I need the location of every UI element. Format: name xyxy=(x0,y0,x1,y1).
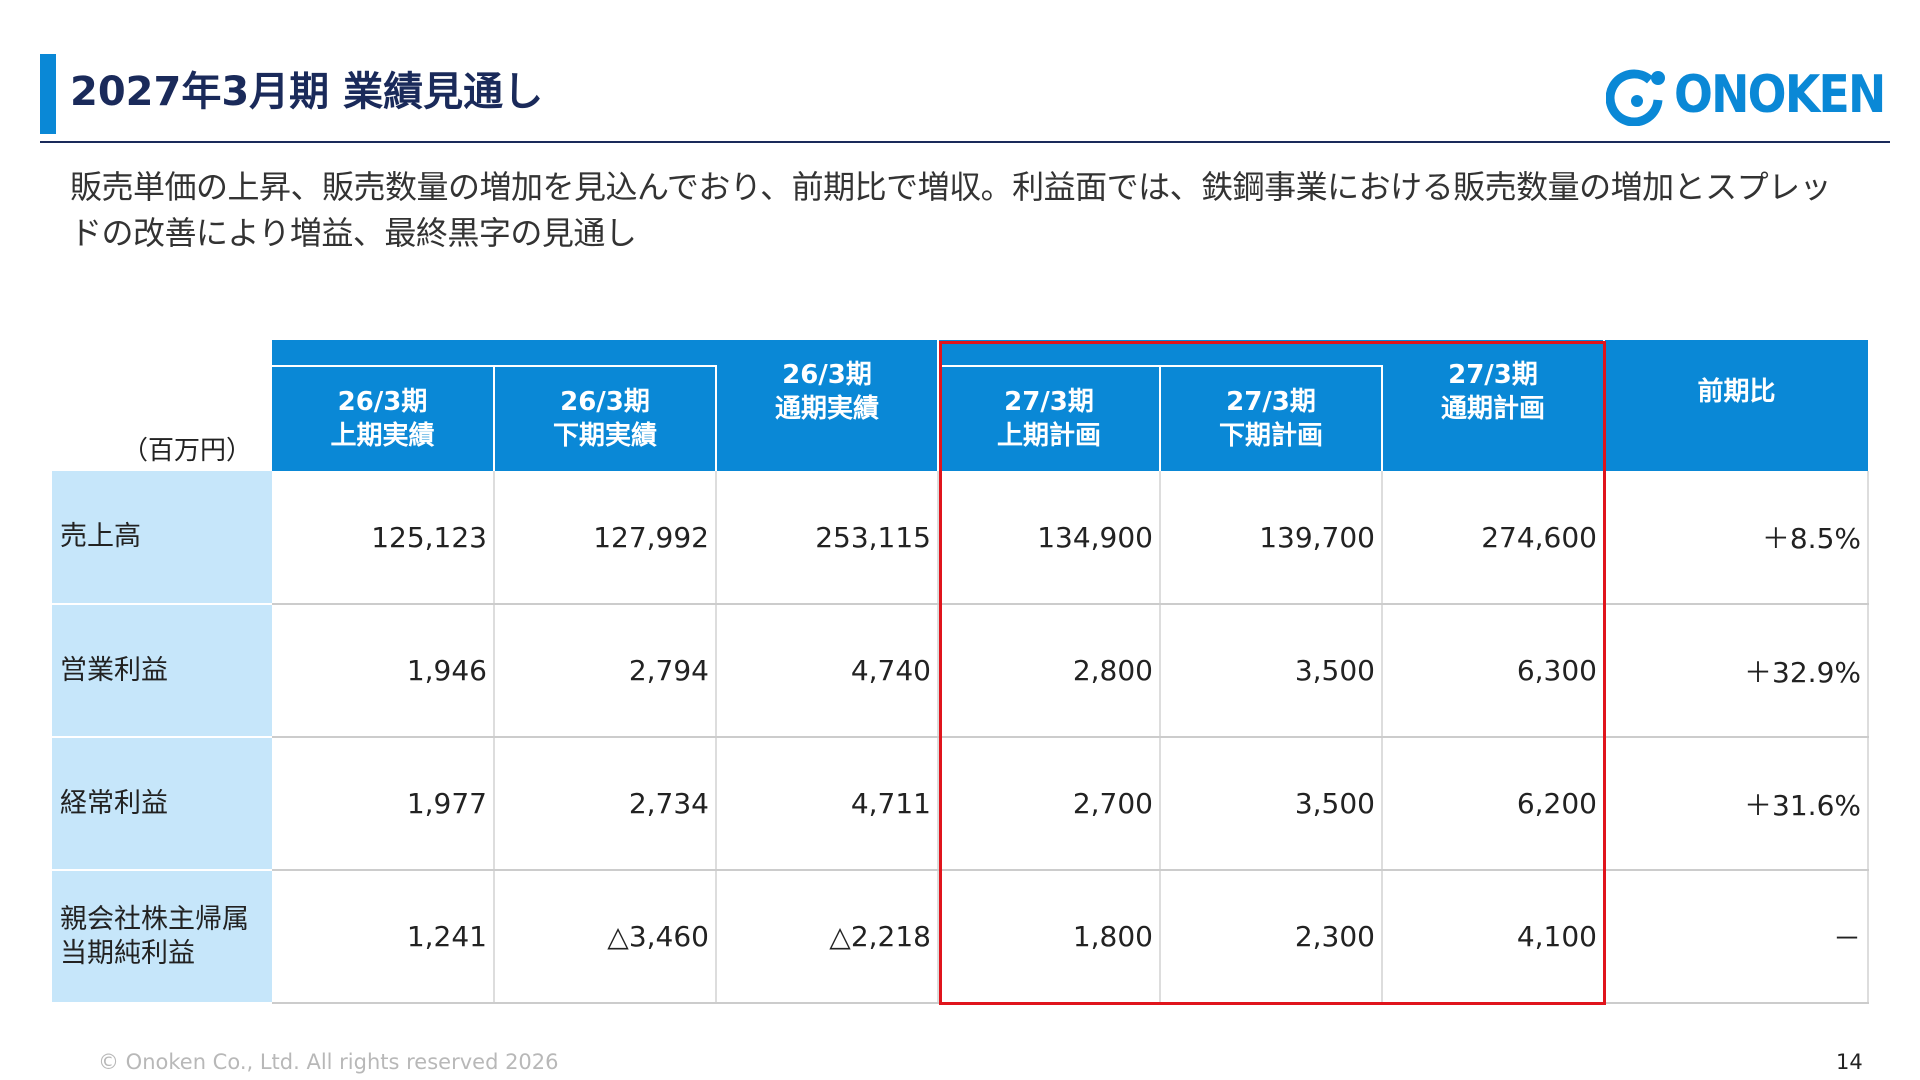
table-cell-yoy: ＋31.6% xyxy=(1604,737,1869,871)
table-cell: 1,800 xyxy=(938,870,1161,1004)
header-27-second-half: 27/3期 下期計画 xyxy=(1160,365,1383,471)
page-number: 14 xyxy=(1836,1050,1863,1074)
table-cell: 2,734 xyxy=(494,737,717,871)
table-cell-yoy: ＋32.9% xyxy=(1604,604,1869,738)
page-title: 2027年3月期 業績見通し xyxy=(70,69,544,115)
row-label-net-income: 親会社株主帰属 当期純利益 xyxy=(52,870,272,1004)
table-row: 営業利益 1,946 2,794 4,740 2,800 3,500 6,300… xyxy=(52,604,1869,738)
table-cell: 1,946 xyxy=(272,604,495,738)
table-cell: 4,100 xyxy=(1382,870,1605,1004)
table-cell: 6,200 xyxy=(1382,737,1605,871)
summary-text: 販売単価の上昇、販売数量の増加を見込んでおり、前期比で増収。利益面では、鉄鋼事業… xyxy=(70,168,1832,252)
title-divider xyxy=(40,141,1890,143)
row-label-sales: 売上高 xyxy=(52,471,272,605)
unit-label: （百万円） xyxy=(52,340,272,471)
table-cell: 4,711 xyxy=(716,737,939,871)
header-27-full-year: 27/3期 通期計画 xyxy=(1382,340,1605,471)
copyright-footer: © Onoken Co., Ltd. All rights reserved 2… xyxy=(98,1050,559,1074)
onoken-logo: ONOKEN xyxy=(1606,64,1886,126)
table-cell: 2,300 xyxy=(1160,870,1383,1004)
header-yoy: 前期比 xyxy=(1604,340,1868,471)
header-26-second-half: 26/3期 下期実績 xyxy=(494,365,717,471)
header-group-band xyxy=(272,340,716,366)
table-cell: 253,115 xyxy=(716,471,939,605)
table-cell: 134,900 xyxy=(938,471,1161,605)
table-cell: 6,300 xyxy=(1382,604,1605,738)
table-cell: △2,218 xyxy=(716,870,939,1004)
title-accent-bar xyxy=(40,54,56,134)
table-cell: 2,794 xyxy=(494,604,717,738)
logo-wordmark: ONOKEN xyxy=(1674,65,1886,125)
table-cell: 125,123 xyxy=(272,471,495,605)
header-26-full-year: 26/3期 通期実績 xyxy=(716,340,939,471)
row-label-ordinary-profit: 経常利益 xyxy=(52,737,272,871)
table-row: 親会社株主帰属 当期純利益 1,241 △3,460 △2,218 1,800 … xyxy=(52,870,1869,1004)
table-cell: 2,700 xyxy=(938,737,1161,871)
table-cell: 127,992 xyxy=(494,471,717,605)
header-group-band xyxy=(938,340,1382,366)
table-cell: 274,600 xyxy=(1382,471,1605,605)
table-cell-yoy: － xyxy=(1604,870,1869,1004)
table-cell: 3,500 xyxy=(1160,737,1383,871)
table-cell: 139,700 xyxy=(1160,471,1383,605)
table-cell: 2,800 xyxy=(938,604,1161,738)
table-cell: △3,460 xyxy=(494,870,717,1004)
table-cell: 1,241 xyxy=(272,870,495,1004)
forecast-table: （百万円） 26/3期 通期実績 27/3期 通期計画 前期比 26/3期 上期… xyxy=(52,340,1869,1004)
logo-mark-icon xyxy=(1606,69,1665,126)
table-cell-yoy: ＋8.5% xyxy=(1604,471,1869,605)
row-label-operating-profit: 営業利益 xyxy=(52,604,272,738)
header-27-first-half: 27/3期 上期計画 xyxy=(938,365,1161,471)
table-row: 経常利益 1,977 2,734 4,711 2,700 3,500 6,200… xyxy=(52,737,1869,871)
header-26-first-half: 26/3期 上期実績 xyxy=(272,365,495,471)
table-cell: 4,740 xyxy=(716,604,939,738)
table-row: 売上高 125,123 127,992 253,115 134,900 139,… xyxy=(52,471,1869,605)
table-cell: 1,977 xyxy=(272,737,495,871)
table-cell: 3,500 xyxy=(1160,604,1383,738)
